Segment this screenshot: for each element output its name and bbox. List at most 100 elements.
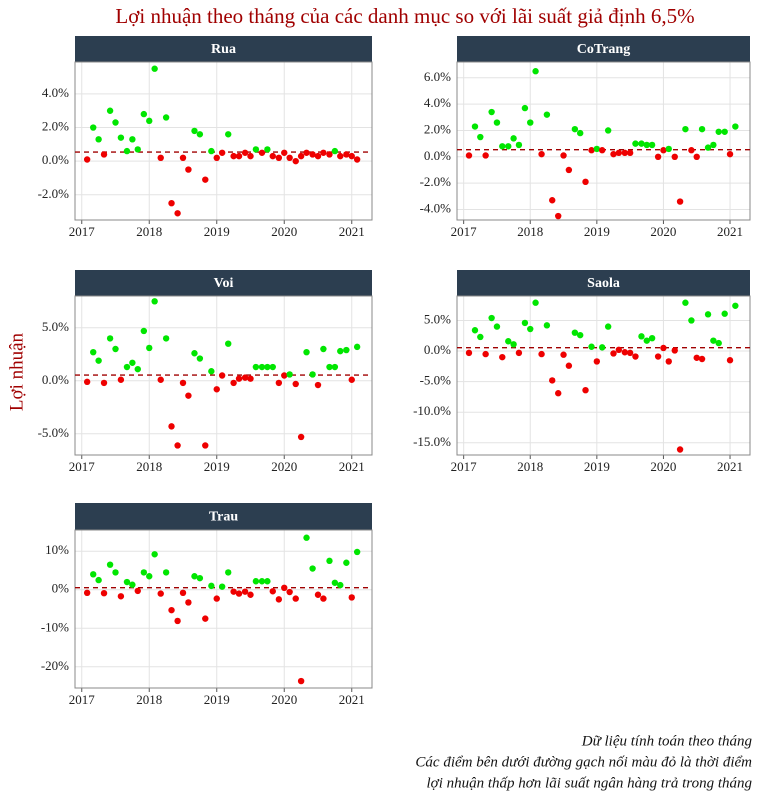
y-tick-label: -5.0% — [420, 373, 452, 388]
point — [505, 143, 512, 150]
point — [353, 156, 361, 163]
point — [213, 595, 220, 602]
point — [515, 349, 523, 357]
point — [499, 353, 506, 361]
point — [252, 578, 260, 585]
point — [275, 596, 283, 603]
point — [698, 355, 706, 363]
point — [732, 302, 739, 309]
point — [632, 140, 639, 147]
y-tick-label: 5.0% — [424, 311, 451, 326]
point — [615, 149, 623, 157]
point — [112, 119, 119, 126]
point — [710, 337, 717, 344]
plot-border — [74, 529, 373, 689]
point — [532, 68, 539, 75]
point — [90, 124, 97, 131]
point — [710, 141, 717, 149]
y-tick-label: -4.0% — [420, 200, 452, 215]
point — [648, 334, 656, 342]
point — [676, 198, 684, 205]
point — [337, 347, 344, 355]
point — [225, 569, 232, 576]
point — [610, 350, 617, 357]
point — [588, 343, 595, 350]
point — [258, 578, 266, 585]
point — [576, 129, 584, 137]
point — [320, 149, 327, 156]
x-tick-label: 2021 — [339, 692, 365, 707]
point — [157, 376, 164, 383]
point — [196, 574, 204, 582]
point — [225, 340, 232, 347]
point — [106, 107, 114, 114]
point — [309, 371, 316, 378]
point — [565, 362, 573, 369]
point — [90, 348, 97, 356]
y-tick-label: -10% — [41, 619, 69, 634]
point — [527, 119, 534, 126]
point — [202, 442, 209, 449]
point — [314, 152, 322, 160]
point — [682, 125, 689, 133]
point — [179, 379, 187, 387]
point — [348, 594, 355, 601]
point — [582, 386, 589, 394]
point — [643, 337, 650, 344]
x-tick-label: 2017 — [451, 459, 478, 474]
point — [202, 176, 209, 183]
point — [151, 65, 158, 72]
point — [281, 372, 288, 379]
point — [343, 559, 350, 566]
y-tick-label: -10.0% — [413, 403, 451, 418]
point — [571, 329, 579, 336]
point — [213, 154, 220, 162]
point — [549, 197, 556, 204]
point — [208, 582, 215, 590]
point — [117, 593, 125, 600]
point — [297, 433, 305, 441]
point — [465, 152, 473, 159]
point — [521, 104, 529, 112]
point — [482, 350, 489, 358]
point — [326, 151, 333, 158]
point — [555, 212, 562, 220]
point — [100, 151, 108, 158]
point — [129, 136, 136, 143]
point — [275, 379, 283, 387]
point — [191, 573, 198, 580]
strip — [75, 503, 372, 530]
point — [309, 565, 316, 572]
point — [604, 323, 612, 330]
point — [191, 127, 198, 135]
point — [146, 117, 153, 125]
y-tick-label: 5.0% — [42, 319, 69, 334]
point — [146, 344, 153, 352]
point — [326, 557, 333, 565]
x-tick-label: 2018 — [136, 692, 162, 707]
point — [230, 152, 237, 160]
point — [157, 590, 164, 597]
point — [247, 375, 254, 382]
point — [297, 152, 305, 160]
point — [269, 152, 276, 160]
x-tick-label: 2019 — [204, 224, 230, 239]
point — [112, 569, 119, 576]
point — [560, 351, 567, 358]
point — [134, 365, 141, 373]
point — [134, 146, 141, 153]
point — [320, 595, 327, 602]
point — [688, 317, 695, 324]
y-tick-label: 4.0% — [424, 95, 451, 110]
point — [286, 154, 293, 162]
x-tick-label: 2020 — [271, 459, 297, 474]
point — [258, 149, 266, 156]
point — [235, 375, 243, 382]
point — [521, 319, 529, 327]
point — [314, 381, 322, 389]
point — [168, 423, 175, 430]
point — [95, 136, 102, 143]
y-tick-label: -20% — [41, 658, 69, 673]
point — [286, 371, 293, 378]
strip — [457, 270, 750, 296]
